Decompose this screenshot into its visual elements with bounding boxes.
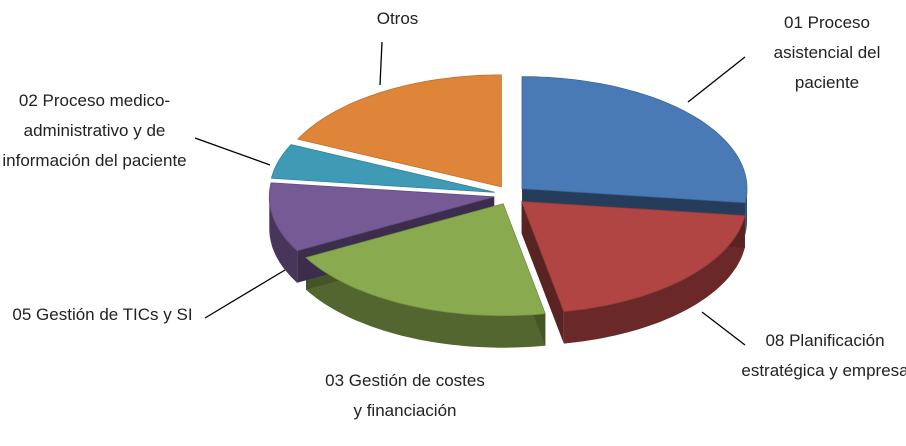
leader-line bbox=[687, 56, 746, 103]
slice bbox=[268, 182, 495, 252]
slice-cut bbox=[521, 201, 564, 344]
leader-line bbox=[379, 41, 383, 86]
slice-side bbox=[306, 257, 546, 348]
leader-line bbox=[194, 137, 271, 166]
slice-label: 08 Planificación estratégica y empresa bbox=[741, 331, 906, 380]
slice-side bbox=[269, 196, 298, 283]
slice bbox=[270, 144, 495, 193]
slice-label: 05 Gestión de TICs y SI bbox=[12, 305, 193, 324]
slice bbox=[521, 76, 748, 204]
slice bbox=[521, 201, 746, 313]
slice-label: Otros bbox=[376, 9, 419, 28]
leader-line bbox=[204, 269, 286, 319]
slice-label: 03 Gestión de costes y financiación bbox=[325, 371, 485, 420]
slice bbox=[305, 203, 546, 317]
slice-label: 01 Proceso asistencial del paciente bbox=[773, 13, 881, 92]
slice-label: 02 Proceso medico-administrativo y de in… bbox=[2, 91, 187, 170]
slice bbox=[297, 74, 502, 188]
leader-line bbox=[701, 311, 746, 346]
slice-side bbox=[563, 215, 745, 344]
slice-side bbox=[745, 188, 747, 235]
